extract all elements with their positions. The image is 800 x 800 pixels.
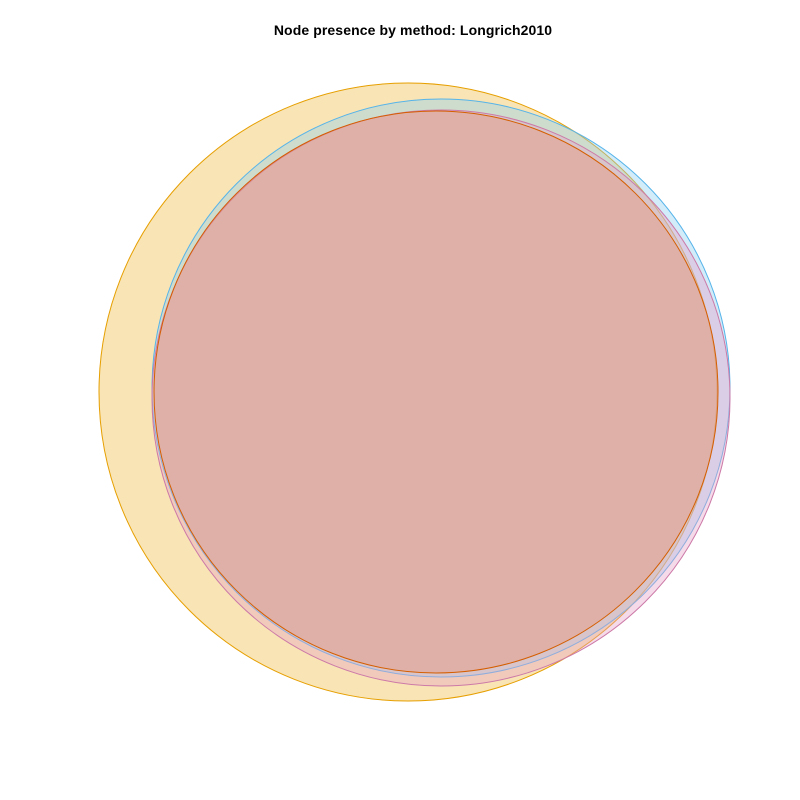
venn-set-1 [98, 82, 718, 702]
chart-title: Node presence by method: Longrich2010 [273, 22, 553, 38]
venn-set-4 [153, 110, 719, 674]
venn-set-3 [151, 109, 731, 687]
